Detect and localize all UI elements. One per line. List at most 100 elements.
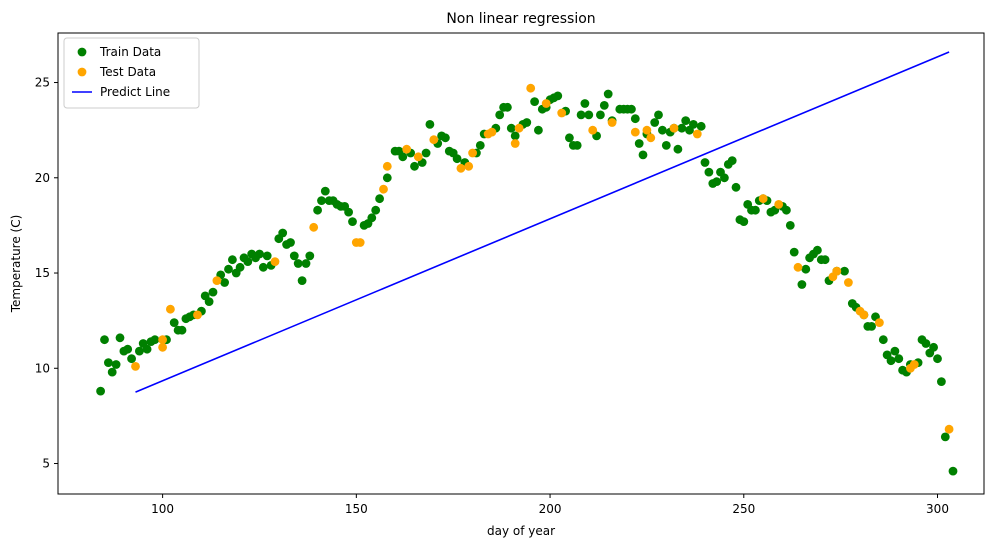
train-point-43 <box>289 251 299 261</box>
plot-area <box>57 32 985 495</box>
test-point-9 <box>355 238 365 247</box>
predict-line <box>135 51 950 393</box>
test-point-22 <box>526 83 536 93</box>
train-point-66 <box>398 152 408 162</box>
test-point-27 <box>630 127 640 137</box>
test-point-28 <box>642 125 652 135</box>
train-point-158 <box>820 255 830 265</box>
train-point-153 <box>801 264 811 274</box>
train-point-180 <box>929 342 938 352</box>
legend-item-0: Train Data <box>77 45 161 59</box>
chart-title: Non linear regression <box>446 11 595 27</box>
train-point-107 <box>603 89 613 99</box>
train-point-61 <box>371 205 381 215</box>
train-point-2 <box>104 358 113 367</box>
train-point-15 <box>169 318 179 327</box>
train-point-40 <box>278 228 288 238</box>
train-point-120 <box>661 141 671 150</box>
train-point-118 <box>654 110 663 120</box>
plot-frame <box>58 33 984 494</box>
train-point-136 <box>727 156 737 166</box>
test-point-19 <box>487 127 497 137</box>
legend-item-1: Test Data <box>77 65 156 79</box>
train-point-17 <box>177 325 187 335</box>
train-point-117 <box>650 118 660 127</box>
train-point-137 <box>731 182 741 192</box>
train-point-115 <box>638 150 648 160</box>
test-point-42 <box>909 360 919 369</box>
train-point-156 <box>813 245 822 255</box>
train-point-27 <box>224 264 233 274</box>
test-point-33 <box>774 200 784 209</box>
series-1 <box>131 83 954 434</box>
train-point-128 <box>696 121 706 131</box>
legend-label-0: Train Data <box>99 45 161 59</box>
test-point-6 <box>270 257 280 266</box>
train-point-105 <box>596 110 605 120</box>
train-point-5 <box>115 333 125 343</box>
train-point-102 <box>580 99 590 108</box>
train-point-98 <box>565 133 574 143</box>
train-point-178 <box>921 339 931 348</box>
train-point-50 <box>320 186 330 196</box>
train-point-8 <box>127 354 136 364</box>
test-point-5 <box>212 276 222 285</box>
train-point-57 <box>348 217 357 227</box>
x-tick-label-4: 300 <box>926 502 949 516</box>
train-point-77 <box>452 154 462 164</box>
test-point-10 <box>379 184 388 194</box>
train-point-113 <box>630 114 640 124</box>
train-point-101 <box>576 110 586 120</box>
test-point-2 <box>158 342 168 352</box>
test-point-7 <box>309 222 319 232</box>
legend-marker-icon <box>77 47 87 57</box>
y-tick-label-4: 25 <box>35 76 50 90</box>
train-point-3 <box>107 367 117 377</box>
test-point-25 <box>588 125 598 135</box>
train-point-42 <box>286 238 295 247</box>
train-point-49 <box>317 196 326 206</box>
test-point-11 <box>382 161 392 171</box>
train-point-0 <box>96 386 105 396</box>
train-point-142 <box>751 205 760 215</box>
test-point-43 <box>944 424 954 434</box>
test-point-16 <box>464 161 474 171</box>
legend: Train Data Test Data Predict Line <box>63 37 200 109</box>
train-point-96 <box>553 91 563 101</box>
train-point-132 <box>712 177 722 187</box>
test-point-15 <box>456 163 466 173</box>
train-point-166 <box>867 322 876 331</box>
train-point-7 <box>123 344 133 354</box>
y-axis: 5 10 15 20 25 <box>35 76 58 471</box>
train-point-171 <box>890 346 900 356</box>
train-point-139 <box>739 217 749 227</box>
train-point-56 <box>344 207 353 217</box>
train-point-182 <box>937 377 946 386</box>
train-point-183 <box>940 432 950 442</box>
train-point-149 <box>782 205 791 215</box>
train-point-71 <box>425 120 435 129</box>
train-point-106 <box>599 101 609 110</box>
y-tick-label-0: 5 <box>42 457 50 471</box>
test-point-1 <box>158 335 168 345</box>
test-point-29 <box>646 133 656 143</box>
test-point-17 <box>468 148 477 158</box>
legend-label-1: Test Data <box>99 65 156 79</box>
train-point-74 <box>441 133 450 143</box>
train-point-26 <box>220 278 230 287</box>
y-axis-label: Temperature (C) <box>9 215 23 314</box>
x-tick-label-3: 250 <box>732 502 755 516</box>
train-point-114 <box>634 139 644 148</box>
train-point-70 <box>421 148 431 158</box>
y-tick-label-1: 10 <box>35 361 50 375</box>
train-point-83 <box>495 110 505 120</box>
test-point-39 <box>859 310 869 320</box>
train-point-32 <box>243 257 253 266</box>
train-point-103 <box>584 110 594 120</box>
series-2 <box>135 51 950 393</box>
test-point-24 <box>557 108 567 118</box>
train-point-13 <box>150 335 160 345</box>
series-layer <box>96 51 958 476</box>
series-0 <box>96 89 958 476</box>
